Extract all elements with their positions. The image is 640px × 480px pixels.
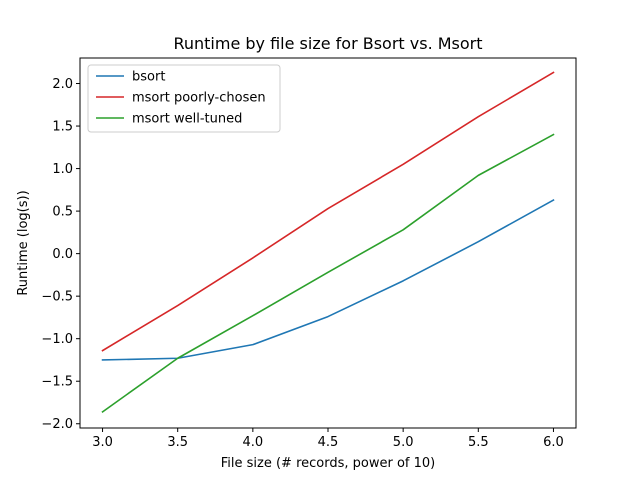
plot-area xyxy=(101,71,555,413)
x-tick-label: 4.5 xyxy=(318,435,339,450)
y-tick-label: −2.0 xyxy=(41,417,73,432)
legend-label-2: msort well-tuned xyxy=(132,112,242,127)
y-tick-label: 1.0 xyxy=(52,162,73,177)
series-line-2 xyxy=(101,133,555,413)
y-tick-label: 0.5 xyxy=(52,205,73,220)
x-axis-ticks: 3.0 3.5 4.0 4.5 5.0 5.5 6.0 xyxy=(92,428,564,450)
chart-title: Runtime by file size for Bsort vs. Msort xyxy=(173,34,482,53)
x-tick-label: 5.5 xyxy=(468,435,489,450)
x-tick-label: 4.0 xyxy=(243,435,264,450)
x-tick-label: 6.0 xyxy=(543,435,564,450)
plot-frame xyxy=(79,57,577,429)
y-tick-label: 2.0 xyxy=(52,77,73,92)
y-tick-label: −0.5 xyxy=(41,290,73,305)
y-tick-label: −1.0 xyxy=(41,332,73,347)
legend-label-1: msort poorly-chosen xyxy=(132,91,266,106)
series-line-1 xyxy=(101,71,555,352)
y-tick-label: 1.5 xyxy=(52,120,73,135)
x-tick-label: 3.5 xyxy=(167,435,188,450)
x-tick-label: 5.0 xyxy=(393,435,414,450)
legend-label-0: bsort xyxy=(132,70,165,85)
legend: bsort msort poorly-chosen msort well-tuned xyxy=(87,64,281,133)
y-axis-label: Runtime (log(s)) xyxy=(16,190,31,295)
legend-box xyxy=(87,64,281,133)
y-tick-label: −1.5 xyxy=(41,375,73,390)
x-tick-label: 3.0 xyxy=(92,435,113,450)
x-axis-label: File size (# records, power of 10) xyxy=(221,456,435,471)
y-tick-label: 0.0 xyxy=(52,247,73,262)
y-axis-ticks: −2.0 −1.5 −1.0 −0.5 0.0 0.5 1.0 1.5 2.0 xyxy=(41,77,80,432)
